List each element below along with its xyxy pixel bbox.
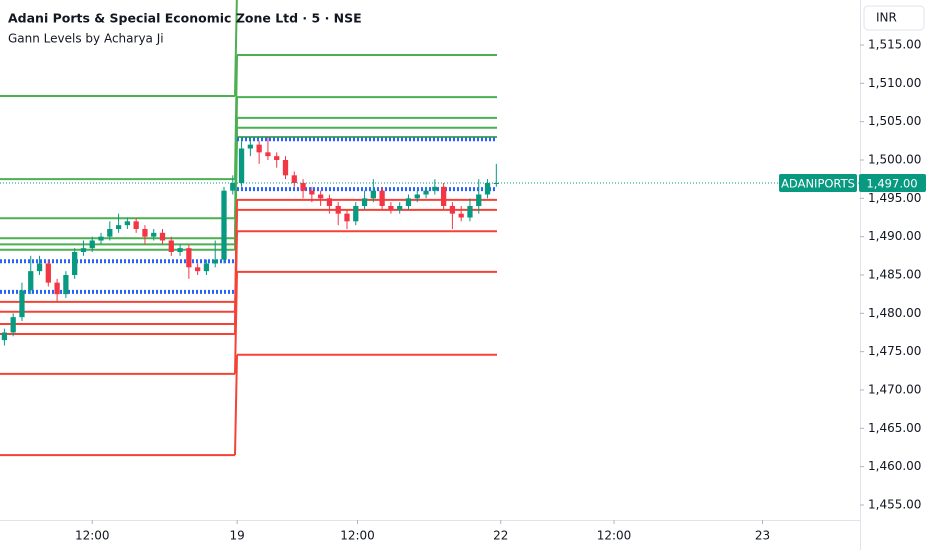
y-tick-label: 1,475.00 (868, 344, 921, 358)
candle-body (54, 282, 60, 295)
candle-body (186, 248, 192, 268)
candle-body (344, 213, 350, 222)
candle-body (230, 182, 236, 191)
y-tick-label: 1,485.00 (868, 267, 921, 281)
candle-body (414, 194, 420, 199)
candle-body (177, 248, 183, 252)
candle-body (107, 228, 113, 237)
candle-body (10, 317, 16, 333)
candle-body (115, 225, 122, 229)
candle-body (45, 263, 51, 283)
gann-step (234, 136, 238, 250)
candle-body (309, 190, 315, 195)
gann-step (234, 354, 238, 456)
candle-body (274, 156, 280, 160)
candle-body (397, 205, 403, 210)
candle-body (432, 186, 438, 191)
candle-body (326, 198, 333, 206)
gann-step (234, 0, 238, 97)
y-tick-label: 1,455.00 (868, 497, 921, 511)
candle-body (80, 248, 87, 252)
candle-body (458, 213, 464, 218)
candle-body (212, 259, 218, 264)
candle-body (282, 159, 289, 176)
symbol-tag (779, 173, 857, 192)
candle-body (476, 194, 482, 206)
chart-title: Adani Ports & Special Economic Zone Ltd … (8, 11, 362, 26)
y-tick-label: 1,495.00 (868, 191, 921, 205)
candle-body (353, 205, 359, 222)
candle-body (203, 263, 210, 272)
candle-body (89, 240, 95, 249)
candle-body (440, 186, 447, 206)
candle-body (238, 148, 245, 183)
candle-body (291, 175, 297, 183)
candle-body (449, 205, 456, 214)
candle-body (98, 236, 104, 241)
x-tick-label: 12:00 (75, 529, 110, 543)
candle-body (124, 221, 131, 226)
candle-body (142, 228, 148, 237)
candle-body (36, 263, 43, 272)
y-tick-label: 1,470.00 (868, 382, 921, 396)
candle-body (388, 205, 394, 210)
candle-body (28, 271, 34, 291)
y-tick-label: 1,460.00 (868, 459, 921, 473)
indicator-name: Gann Levels by Acharya Ji (8, 32, 164, 46)
y-tick-label: 1,515.00 (868, 38, 921, 52)
x-tick-label: 23 (755, 529, 770, 543)
y-tick-label: 1,490.00 (868, 229, 921, 243)
x-tick-label: 12:00 (340, 529, 375, 543)
y-tick-label: 1,510.00 (868, 76, 921, 90)
y-tick-label: 1,505.00 (868, 114, 921, 128)
candle-body (265, 152, 271, 157)
candle-body (221, 190, 227, 260)
candle-body (151, 232, 157, 237)
candle-body (159, 232, 166, 241)
candle-body (19, 290, 25, 318)
price-tag (859, 173, 926, 192)
price-label: 1,497.00 (866, 176, 917, 190)
x-tick-label: 12:00 (597, 529, 632, 543)
candle-body (63, 274, 69, 295)
candle-body (379, 190, 385, 206)
candle-body (317, 194, 324, 199)
candle-body (72, 251, 78, 275)
y-tick-label: 1,480.00 (868, 306, 921, 320)
currency-label[interactable]: INR (876, 11, 897, 25)
candle-body (467, 205, 473, 218)
candle-body (133, 221, 139, 229)
candle-body (1, 332, 8, 341)
candle-body (484, 182, 491, 195)
gann-step (234, 271, 238, 374)
candle-body (195, 267, 201, 272)
candle-body (370, 190, 376, 199)
candle-body (405, 198, 412, 206)
candle-body (493, 182, 499, 184)
y-tick-label: 1,465.00 (868, 421, 921, 435)
x-tick-label: 19 (230, 529, 245, 543)
candle-body (247, 144, 253, 149)
candle-body (168, 240, 174, 252)
symbol-label: ADANIPORTS (781, 176, 855, 190)
candle-body (256, 144, 262, 153)
candle-body (300, 182, 306, 191)
y-tick-label: 1,500.00 (868, 152, 921, 166)
x-tick-label: 22 (493, 529, 508, 543)
currency-button[interactable] (863, 5, 925, 31)
plot-area (0, 0, 499, 457)
candle-body (335, 205, 341, 214)
candle-body (361, 198, 368, 206)
candle-body (423, 190, 429, 195)
